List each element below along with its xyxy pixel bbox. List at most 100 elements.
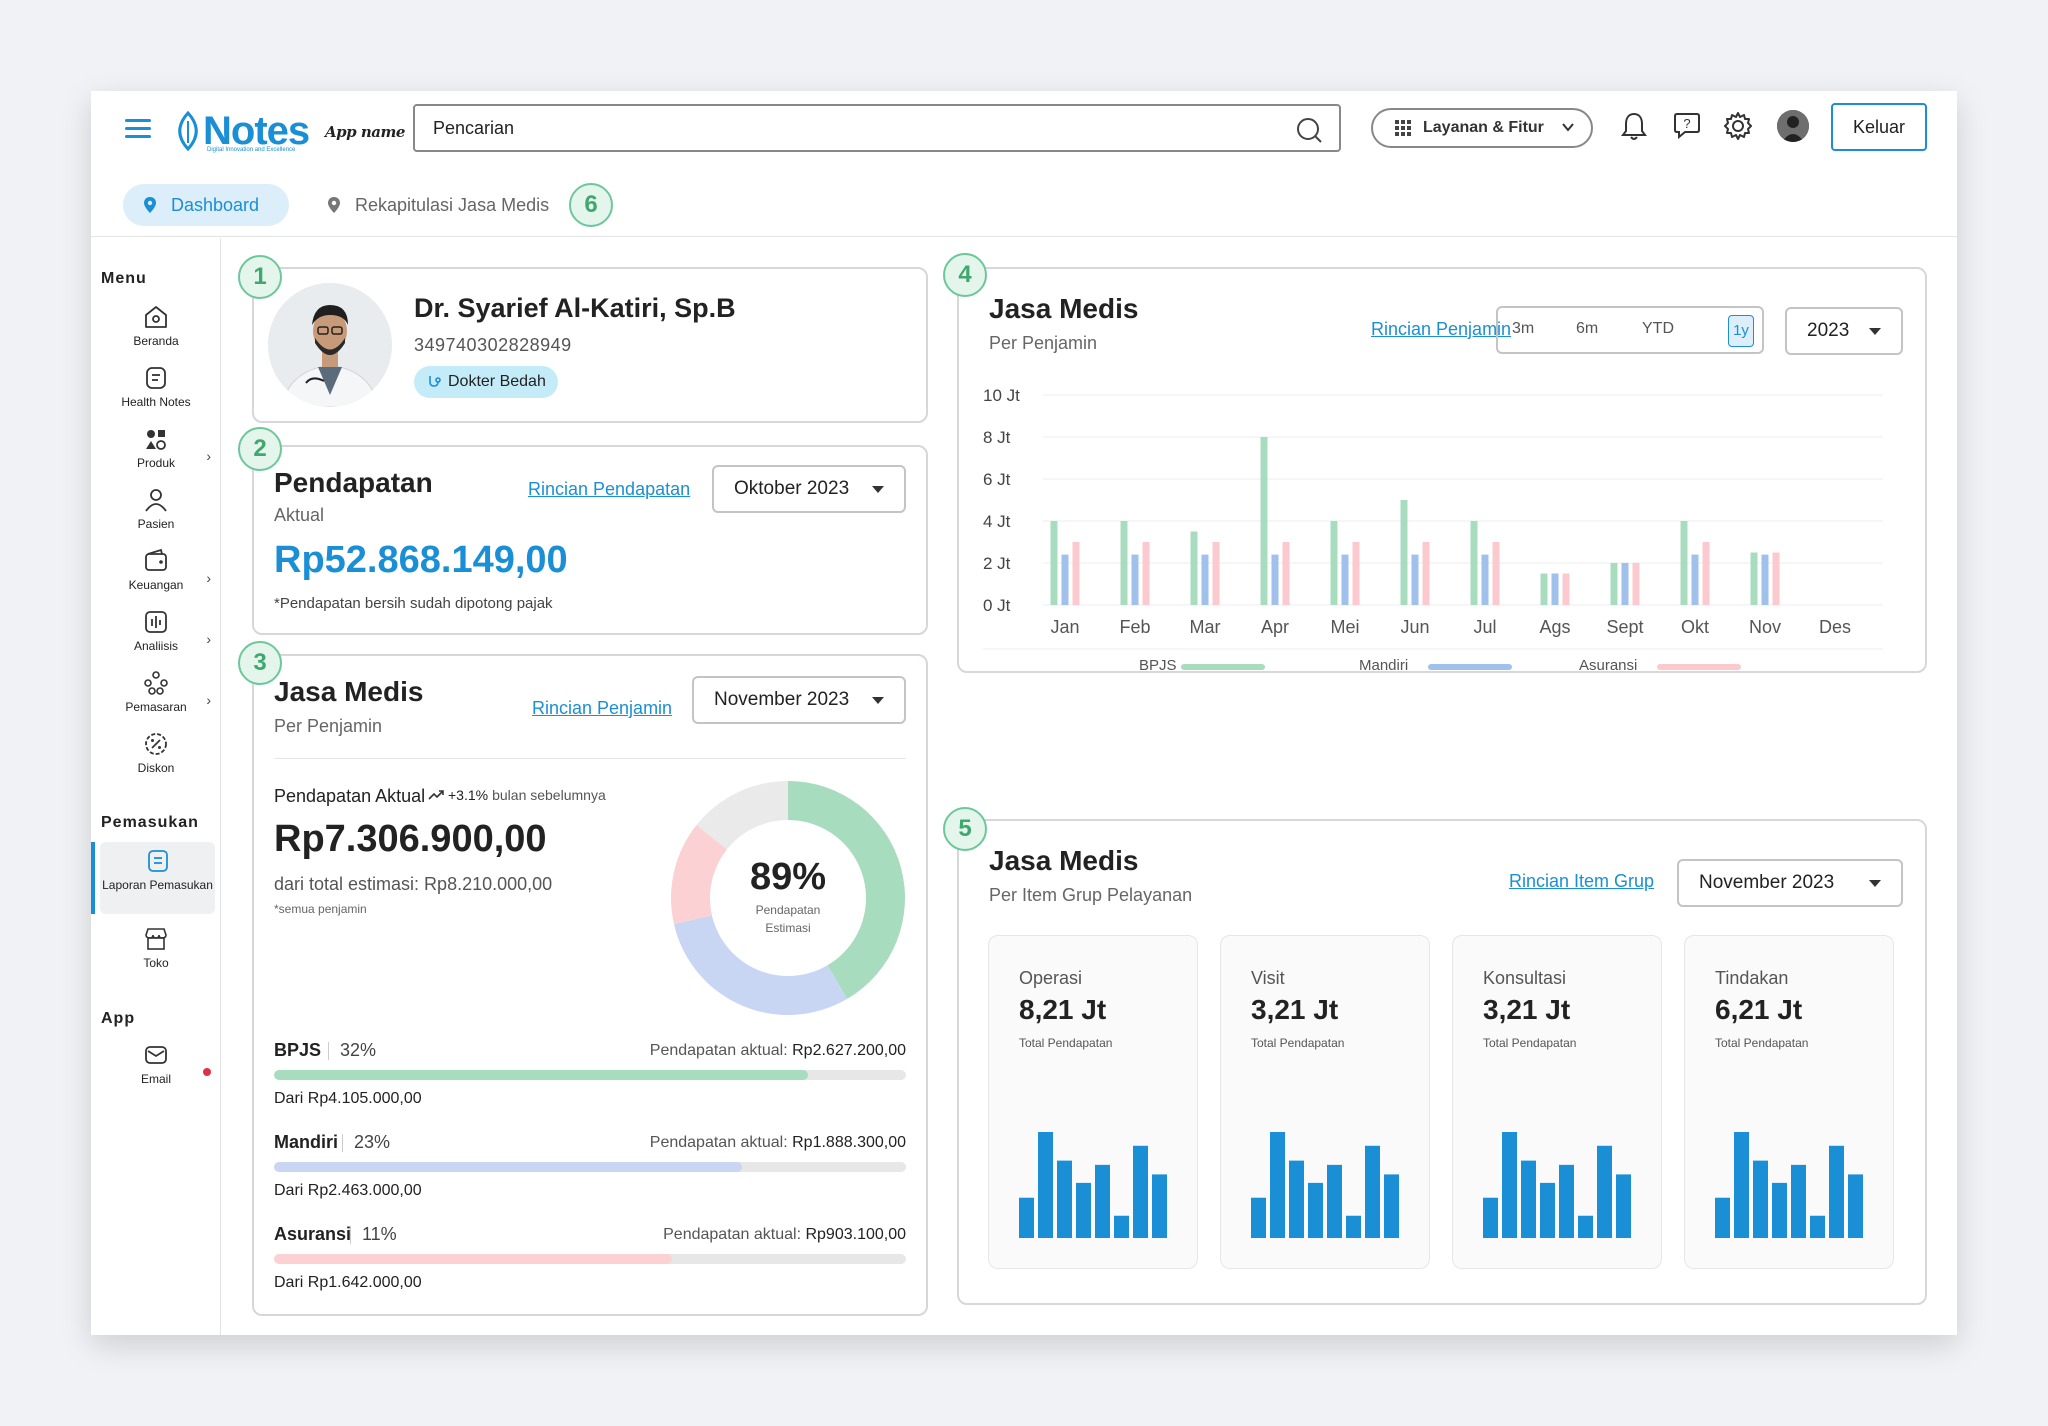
bar-mandiri-nov	[1761, 554, 1769, 605]
logo[interactable]: Notes Digital Innovation and Excellence	[173, 101, 310, 161]
item-card-visit[interactable]: Visit 3,21 Jt Total Pendapatan	[1220, 935, 1430, 1269]
gear-icon[interactable]	[1723, 111, 1753, 141]
sidebar-item-beranda[interactable]: Beranda	[91, 304, 221, 348]
x-tick-label: Des	[1819, 617, 1851, 637]
sidebar-item-diskon[interactable]: Diskon	[91, 731, 221, 775]
item-card-konsultasi[interactable]: Konsultasi 3,21 Jt Total Pendapatan	[1452, 935, 1662, 1269]
estimate-text: dari total estimasi: Rp8.210.000,00	[274, 874, 553, 894]
penjamin-actual-label: Pendapatan aktual:	[649, 1042, 788, 1059]
bar-mandiri-jun	[1411, 554, 1419, 605]
range-1y[interactable]: 1y	[1728, 315, 1754, 347]
sidebar-item-produk[interactable]: Produk ›	[91, 426, 221, 470]
rincian-item-grup-link[interactable]: Rincian Item Grup	[1509, 871, 1655, 891]
legend-label-mandiri: Mandiri	[1359, 657, 1408, 674]
logout-button[interactable]: Keluar	[1831, 103, 1927, 151]
layanan-fitur-dropdown[interactable]: Layanan & Fitur	[1371, 108, 1593, 148]
sidebar-item-pasien[interactable]: Pasien	[91, 487, 221, 531]
x-tick-label: Apr	[1261, 617, 1289, 637]
mini-bar	[1270, 1132, 1285, 1238]
penjamin-row-mandiri: Mandiri 23% Pendapatan aktual: Rp1.888.300…	[274, 1132, 906, 1212]
penjamin-name: Asuransi	[274, 1224, 352, 1244]
pendapatan-subtitle: Aktual	[274, 505, 325, 525]
bar-asuransi-nov	[1772, 552, 1780, 605]
item-grup-period-dropdown[interactable]: November 2023	[1677, 859, 1903, 907]
mini-bar	[1251, 1197, 1266, 1238]
search-icon[interactable]	[1295, 116, 1323, 144]
chart-rincian-penjamin-link[interactable]: Rincian Penjamin	[1371, 319, 1512, 339]
penjamin-actual-value: Rp903.100,00	[805, 1226, 906, 1243]
pendapatan-amount: Rp52.868.149,00	[274, 539, 568, 581]
help-chat-icon[interactable]: ?	[1673, 111, 1701, 139]
doctor-id: 349740302828949	[414, 335, 572, 355]
bar-mandiri-sept	[1621, 563, 1629, 605]
breadcrumb-dashboard-label: Dashboard	[171, 194, 260, 215]
sidebar-item-label: Analiisis	[133, 639, 178, 653]
rincian-pendapatan-link[interactable]: Rincian Pendapatan	[528, 479, 691, 499]
sidebar-item-health-notes[interactable]: Health Notes	[91, 365, 221, 409]
item-card-title: Konsultasi	[1483, 968, 1567, 988]
estimate-donut-chart	[671, 781, 905, 1015]
hamburger-menu-icon[interactable]	[125, 119, 151, 138]
doctor-avatar	[268, 283, 392, 407]
mini-bar	[1038, 1132, 1053, 1238]
donut-label-2: Estimasi	[765, 921, 811, 935]
range-6m[interactable]: 6m	[1576, 320, 1599, 337]
sidebar-item-analisis[interactable]: Analiisis ›	[91, 609, 221, 653]
bar-mandiri-mei	[1341, 554, 1349, 605]
pendapatan-period-dropdown[interactable]: Oktober 2023	[712, 465, 906, 513]
range-3m[interactable]: 3m	[1512, 320, 1535, 337]
item-card-bar-chart	[1715, 1132, 1863, 1238]
rincian-penjamin-link[interactable]: Rincian Penjamin	[532, 698, 673, 718]
trend-pct: +3.1%	[448, 787, 489, 803]
mini-bar	[1715, 1197, 1730, 1238]
svg-text:?: ?	[1683, 116, 1690, 131]
legend-label-asuransi: Asuransi	[1579, 657, 1637, 674]
jasa-medis-period-dropdown[interactable]: November 2023	[692, 676, 906, 724]
mini-bar	[1848, 1174, 1863, 1238]
sidebar-menu-title: Menu	[101, 270, 147, 287]
product-icon	[146, 430, 166, 450]
actual-amount: Rp7.306.900,00	[274, 818, 547, 860]
breadcrumb-dashboard[interactable]: Dashboard	[123, 184, 289, 226]
x-tick-label: Jul	[1473, 617, 1496, 637]
item-card-bar-chart	[1483, 1132, 1631, 1238]
doctor-name: Dr. Syarief Al-Katiri, Sp.B	[414, 293, 736, 323]
sidebar: Menu Beranda Health Notes Produk › Pasie…	[91, 238, 221, 1335]
penjamin-from: Dari Rp2.463.000,00	[274, 1182, 422, 1199]
x-tick-label: Jun	[1400, 617, 1429, 637]
search-input[interactable]	[433, 106, 1253, 150]
specialty-label: Dokter Bedah	[448, 373, 546, 390]
wallet-icon	[145, 548, 167, 571]
x-tick-label: Mei	[1330, 617, 1359, 637]
item-card-tindakan[interactable]: Tindakan 6,21 Jt Total Pendapatan	[1684, 935, 1894, 1269]
donut-slice-asuransi	[671, 825, 728, 925]
penjamin-percent: 23%	[354, 1132, 391, 1152]
notification-dot	[203, 1068, 211, 1076]
y-tick-label: 8 Jt	[983, 428, 1011, 447]
user-avatar[interactable]	[1777, 110, 1809, 142]
item-card-operasi[interactable]: Operasi 8,21 Jt Total Pendapatan	[988, 935, 1198, 1269]
avatar-silhouette-icon	[1777, 110, 1809, 142]
bar-asuransi-mei	[1352, 542, 1360, 605]
mini-bar	[1483, 1197, 1498, 1238]
caret-down-icon	[872, 697, 884, 704]
penjamin-progress-list: BPJS 32% Pendapatan aktual: Rp2.627.200,00…	[274, 1040, 906, 1310]
sidebar-item-keuangan[interactable]: Keuangan ›	[91, 548, 221, 592]
penjamin-percent: 32%	[340, 1040, 377, 1060]
chart-card-title: Jasa Medis	[989, 293, 1139, 324]
range-ytd[interactable]: YTD	[1642, 320, 1674, 337]
sidebar-item-toko[interactable]: Toko	[91, 926, 221, 970]
year-label: 2023	[1807, 320, 1850, 341]
bar-mandiri-okt	[1691, 554, 1699, 605]
sidebar-item-pemasaran[interactable]: Pemasaran ›	[91, 670, 221, 714]
profile-card: Dr. Syarief Al-Katiri, Sp.B 349740302828…	[252, 267, 928, 423]
chevron-down-icon	[1562, 123, 1574, 132]
year-dropdown[interactable]: 2023	[1785, 307, 1903, 355]
item-card-value: 3,21 Jt	[1483, 994, 1571, 1025]
penjamin-from: Dari Rp1.642.000,00	[274, 1274, 422, 1291]
sidebar-item-laporan-pemasukan[interactable]: Laporan Pemasukan	[91, 842, 215, 914]
sidebar-item-email[interactable]: Email	[91, 1042, 221, 1086]
bell-icon[interactable]	[1621, 111, 1647, 141]
breadcrumb-rekapitulasi[interactable]: Rekapitulasi Jasa Medis	[327, 184, 549, 226]
user-icon	[145, 489, 167, 512]
